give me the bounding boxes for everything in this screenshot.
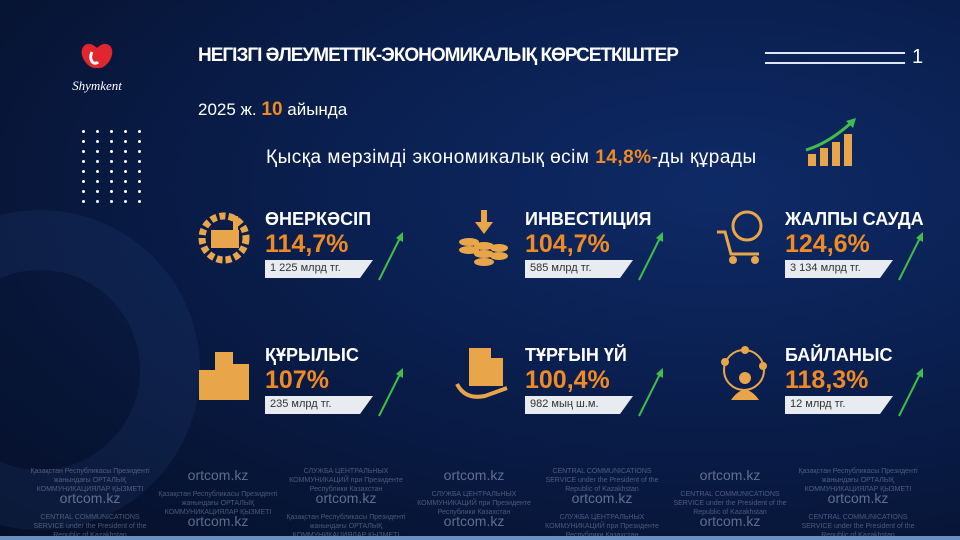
watermark-text: ortcom.kz — [699, 467, 761, 483]
watermark-text: Қазақстан Республикасы Президенті жанынд… — [798, 468, 918, 493]
watermark-text: Қазақстан Республикасы Президенті жанынд… — [286, 514, 406, 539]
growth-prefix: Қысқа мерзімді экономикалық өсім — [266, 147, 596, 168]
shymkent-logo: Shymkent — [62, 38, 132, 103]
watermark-text: Қазақстан Республикасы Президенті жанынд… — [30, 468, 150, 493]
watermark-text: ortcom.kz — [699, 513, 761, 529]
watermark-text: Қазақстан Республикасы Президенті жанынд… — [158, 491, 278, 516]
network-person-icon — [715, 344, 773, 402]
month: 10 — [261, 99, 283, 120]
period-suffix: айында — [287, 100, 348, 119]
bottom-bar — [0, 536, 960, 540]
up-arrow-icon — [375, 230, 405, 287]
buildings-icon — [195, 344, 253, 402]
watermark-text: CENTRAL COMMUNICATIONS SERVICE under the… — [33, 514, 147, 539]
card-title: ӨНЕРКӘСІП — [265, 209, 372, 229]
watermark-text: CENTRAL COMMUNICATIONS SERVICE under the… — [673, 491, 787, 516]
watermark-text: ortcom.kz — [315, 490, 377, 506]
up-arrow-icon — [895, 366, 925, 423]
watermark-text: ortcom.kz — [187, 467, 249, 483]
globe-cart-icon — [715, 208, 773, 266]
year: 2025 ж. — [198, 100, 257, 119]
card-title: ЖАЛПЫ САУДА — [785, 209, 924, 229]
indicator-card: ЖАЛПЫ САУДА 124,6% 3 134 млрд тг. — [715, 208, 945, 298]
card-title: БАЙЛАНЫС — [785, 345, 893, 365]
card-percent: 100,4% — [525, 366, 610, 394]
card-percent: 118,3% — [785, 366, 869, 394]
divider — [765, 52, 905, 54]
period: 2025 ж. 10 айында — [198, 99, 347, 121]
card-title: ТҰРҒЫН ҮЙ — [525, 345, 627, 365]
card-title: ИНВЕСТИЦИЯ — [525, 209, 652, 229]
card-title: ҚҰРЫЛЫС — [265, 345, 359, 365]
watermark-text: СЛУЖБА ЦЕНТРАЛЬНЫХ КОММУНИКАЦИЙ при През… — [289, 468, 403, 493]
svg-text:Shymkent: Shymkent — [72, 78, 122, 93]
watermark-text: ortcom.kz — [571, 490, 633, 506]
watermark-text: ortcom.kz — [443, 467, 505, 483]
growth-suffix: -ды құрады — [651, 147, 757, 168]
up-arrow-icon — [635, 366, 665, 423]
card-percent: 104,7% — [525, 230, 610, 258]
page-number: 1 — [912, 46, 924, 68]
coins-arrow-icon — [455, 208, 513, 266]
card-percent: 114,7% — [265, 230, 349, 258]
divider — [765, 62, 905, 64]
watermark-text: ortcom.kz — [187, 513, 249, 529]
watermark-text: ortcom.kz — [443, 513, 505, 529]
card-amount: 3 134 млрд тг. — [785, 260, 893, 278]
card-amount: 235 млрд тг. — [265, 396, 373, 414]
growth-value: 14,8% — [595, 147, 652, 168]
card-percent: 124,6% — [785, 230, 870, 258]
watermark-text: ortcom.kz — [59, 490, 121, 506]
up-arrow-icon — [375, 366, 405, 423]
indicator-card: ТҰРҒЫН ҮЙ 100,4% 982 мың ш.м. — [455, 344, 685, 434]
indicator-card: БАЙЛАНЫС 118,3% 12 млрд тг. — [715, 344, 945, 434]
decorative-dots — [82, 130, 144, 203]
page-title: НЕГІЗГІ ӘЛЕУМЕТТІК-ЭКОНОМИКАЛЫҚ КӨРСЕТКІ… — [198, 45, 679, 66]
card-amount: 12 млрд тг. — [785, 396, 893, 414]
growth-sentence: Қысқа мерзімді экономикалық өсім 14,8%-д… — [266, 147, 757, 169]
card-percent: 107% — [265, 366, 329, 394]
growth-bar-chart-icon — [804, 118, 860, 173]
watermark-text: СЛУЖБА ЦЕНТРАЛЬНЫХ КОММУНИКАЦИЙ при През… — [417, 491, 531, 516]
watermark-text: CENTRAL COMMUNICATIONS SERVICE under the… — [801, 514, 915, 539]
indicator-card: ҚҰРЫЛЫС 107% 235 млрд тг. — [195, 344, 425, 434]
up-arrow-icon — [895, 230, 925, 287]
indicator-card: ӨНЕРКӘСІП 114,7% 1 225 млрд тг. — [195, 208, 425, 298]
house-hand-icon — [455, 344, 513, 402]
factory-gear-icon — [195, 208, 253, 266]
card-amount: 982 мың ш.м. — [525, 396, 633, 414]
watermark-text: ortcom.kz — [827, 490, 889, 506]
card-amount: 1 225 млрд тг. — [265, 260, 373, 278]
card-amount: 585 млрд тг. — [525, 260, 633, 278]
watermark-text: CENTRAL COMMUNICATIONS SERVICE under the… — [545, 468, 659, 493]
up-arrow-icon — [635, 230, 665, 287]
watermark-text: СЛУЖБА ЦЕНТРАЛЬНЫХ КОММУНИКАЦИЙ при През… — [545, 514, 659, 539]
indicator-card: ИНВЕСТИЦИЯ 104,7% 585 млрд тг. — [455, 208, 685, 298]
